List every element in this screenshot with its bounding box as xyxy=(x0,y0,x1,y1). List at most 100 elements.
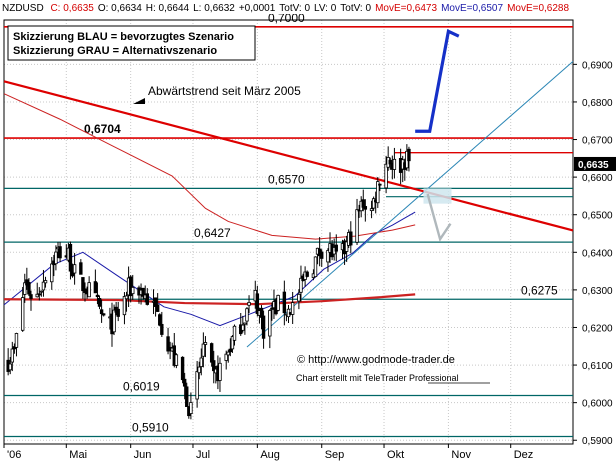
candle-body xyxy=(243,322,247,325)
candle-body xyxy=(224,353,228,361)
level-label: 0,6570 xyxy=(268,172,305,186)
x-tick-label: Okt xyxy=(387,449,404,461)
y-tick-label: 0,6500 xyxy=(582,211,613,222)
candle-body xyxy=(384,163,388,189)
candle-body xyxy=(212,360,216,372)
scenario-grey-path xyxy=(426,193,452,242)
y-tick-label: 0,5900 xyxy=(582,436,613,447)
candle-body xyxy=(122,296,127,316)
x-tick-label: Jun xyxy=(134,449,152,461)
candle-body xyxy=(43,280,48,284)
candle-body xyxy=(93,281,98,294)
moving-average-line xyxy=(3,211,416,327)
candle-body xyxy=(153,297,158,307)
y-tick-label: 0,6000 xyxy=(582,399,613,410)
candle-body xyxy=(388,159,392,165)
candle-body xyxy=(185,386,189,407)
candle-body xyxy=(35,293,39,298)
candle-body xyxy=(268,310,272,337)
candle-body xyxy=(226,351,230,356)
candle-body xyxy=(14,333,19,348)
level-label: 0,5910 xyxy=(132,420,169,434)
credit-text: Chart erstellt mit TeleTrader Profession… xyxy=(296,373,459,383)
chart-credits: © http://www.godmode-trader.de Chart ers… xyxy=(296,354,490,384)
candle-body xyxy=(95,294,100,298)
x-tick-label: Dez xyxy=(514,449,534,461)
y-tick-label: 0,6600 xyxy=(582,173,613,184)
candle-body xyxy=(197,366,201,374)
level-label: 0,6019 xyxy=(123,380,160,394)
header-field: C: 0,6635 xyxy=(50,3,94,14)
candle-body xyxy=(68,243,73,272)
candle-body xyxy=(116,308,120,317)
candle-body xyxy=(79,262,83,275)
x-tick-label: Mai xyxy=(69,449,87,461)
scenario-legend: Skizzierung BLAU = bevorzugtes Szenario … xyxy=(7,25,256,61)
moving-average-line xyxy=(3,93,416,240)
candle-body xyxy=(8,363,12,371)
candle-body xyxy=(344,241,349,252)
candle-body xyxy=(232,325,237,341)
candle-body xyxy=(261,315,266,339)
y-axis: 0,5900 0,6000 0,6100 0,6200 0,6300 0,6400 0,65… xyxy=(573,60,616,447)
candle-body xyxy=(99,309,104,315)
quote-header: NZDUSD C: 0,6635 O: 0,6634 H: 0,6644 L: 0,6… xyxy=(0,0,616,14)
candle-body xyxy=(297,293,301,302)
plot-area-frame xyxy=(3,19,574,445)
candle-body xyxy=(189,402,193,414)
candle-body xyxy=(228,348,233,353)
candle-body xyxy=(290,302,295,315)
candle-body xyxy=(407,148,411,162)
scenario-blue-path xyxy=(415,28,460,133)
candle-body xyxy=(209,343,214,363)
header-field: O: 0,6634 xyxy=(98,3,142,14)
candle-body xyxy=(361,199,365,208)
x-tick-label: '06 xyxy=(7,449,21,461)
candle-body xyxy=(355,209,359,243)
candle-body xyxy=(392,158,397,170)
candle-body xyxy=(369,208,374,212)
y-tick-label: 0,6400 xyxy=(582,248,613,259)
candle-body xyxy=(166,336,170,352)
header-field: L: 0,6632 xyxy=(193,3,235,14)
candle-body xyxy=(203,342,208,345)
candle-body xyxy=(241,324,245,331)
candle-body xyxy=(305,271,309,277)
level-label: 0,6704 xyxy=(84,122,121,136)
header-field: H: 0,6644 xyxy=(146,3,190,14)
y-tick-label: 0,6200 xyxy=(582,323,613,334)
candle-body xyxy=(371,198,376,209)
candle-body xyxy=(334,244,338,252)
candle-body xyxy=(20,297,25,331)
candle-body xyxy=(23,282,27,295)
candle-body xyxy=(326,250,330,263)
candle-body xyxy=(112,309,116,333)
candle-body xyxy=(245,308,249,322)
candle-body xyxy=(180,356,185,381)
candle-body xyxy=(10,348,15,363)
header-field: LV: 0 xyxy=(314,3,337,14)
candle-body xyxy=(29,294,33,299)
header-field: MovE=0,6473 xyxy=(375,3,437,14)
candle-body xyxy=(70,271,75,277)
candle-body xyxy=(41,281,46,291)
trend-annotation-text: Abwärtstrend seit März 2005 xyxy=(148,84,301,98)
candle-body xyxy=(376,181,380,204)
x-tick-label: Jul xyxy=(196,449,210,461)
header-background xyxy=(0,0,616,14)
candle-body xyxy=(141,287,145,297)
candle-body xyxy=(218,362,222,381)
y-tick-label: 0,6800 xyxy=(582,98,613,109)
candle-body xyxy=(131,286,135,295)
trendline xyxy=(3,80,574,232)
y-tick-label: 0,6700 xyxy=(582,136,613,147)
copyright-text: © http://www.godmode-trader.de xyxy=(297,354,455,366)
y-tick-label: 0,6900 xyxy=(582,60,613,71)
header-field: TotV: 0 xyxy=(340,3,371,14)
candle-body xyxy=(195,371,199,400)
candle-body xyxy=(199,357,203,367)
legend-line-grey: Skizzierung GRAU = Alternativszenario xyxy=(13,45,217,57)
